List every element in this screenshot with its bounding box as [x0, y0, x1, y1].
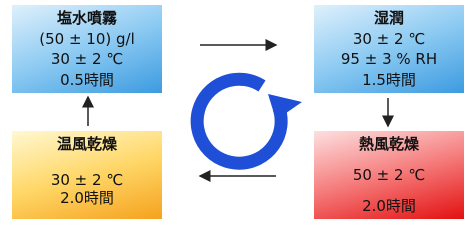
cycle-diagram: 塩水噴霧 (50 ± 10) g/l 30 ± 2 ℃ 0.5時間 湿潤 30 ± 2 …	[12, 5, 464, 219]
node: 塩水噴霧 (50 ± 10) g/l 30 ± 2 ℃ 0.5時間	[12, 5, 162, 93]
node-line: 95 ± 3 % RH	[340, 50, 438, 69]
node-line: 50 ± 2 ℃	[352, 166, 426, 184]
node-line: 1.5時間	[362, 70, 416, 89]
cycle-arrow-head	[268, 94, 302, 120]
node: 温風乾燥 30 ± 2 ℃ 2.0時間	[12, 131, 162, 219]
node-line: 30 ± 2 ℃	[50, 50, 124, 69]
node: 湿潤 30 ± 2 ℃ 95 ± 3 % RH 1.5時間	[314, 5, 464, 93]
node-line: 0.5時間	[60, 70, 114, 89]
node: 熱風乾燥 50 ± 2 ℃ 2.0時間	[314, 131, 464, 219]
node-line: 2.0時間	[362, 197, 416, 215]
node-title: 湿潤	[373, 9, 404, 27]
node-line: 30 ± 2 ℃	[50, 171, 124, 189]
arrows	[82, 39, 394, 182]
node-title: 熱風乾燥	[358, 135, 419, 153]
node-line: 30 ± 2 ℃	[352, 29, 426, 48]
cycle-arrow	[190, 72, 288, 170]
node-line: 2.0時間	[60, 189, 114, 207]
node-title: 塩水噴霧	[56, 9, 117, 27]
node-line: (50 ± 10) g/l	[39, 29, 135, 48]
node-title: 温風乾燥	[56, 135, 117, 153]
